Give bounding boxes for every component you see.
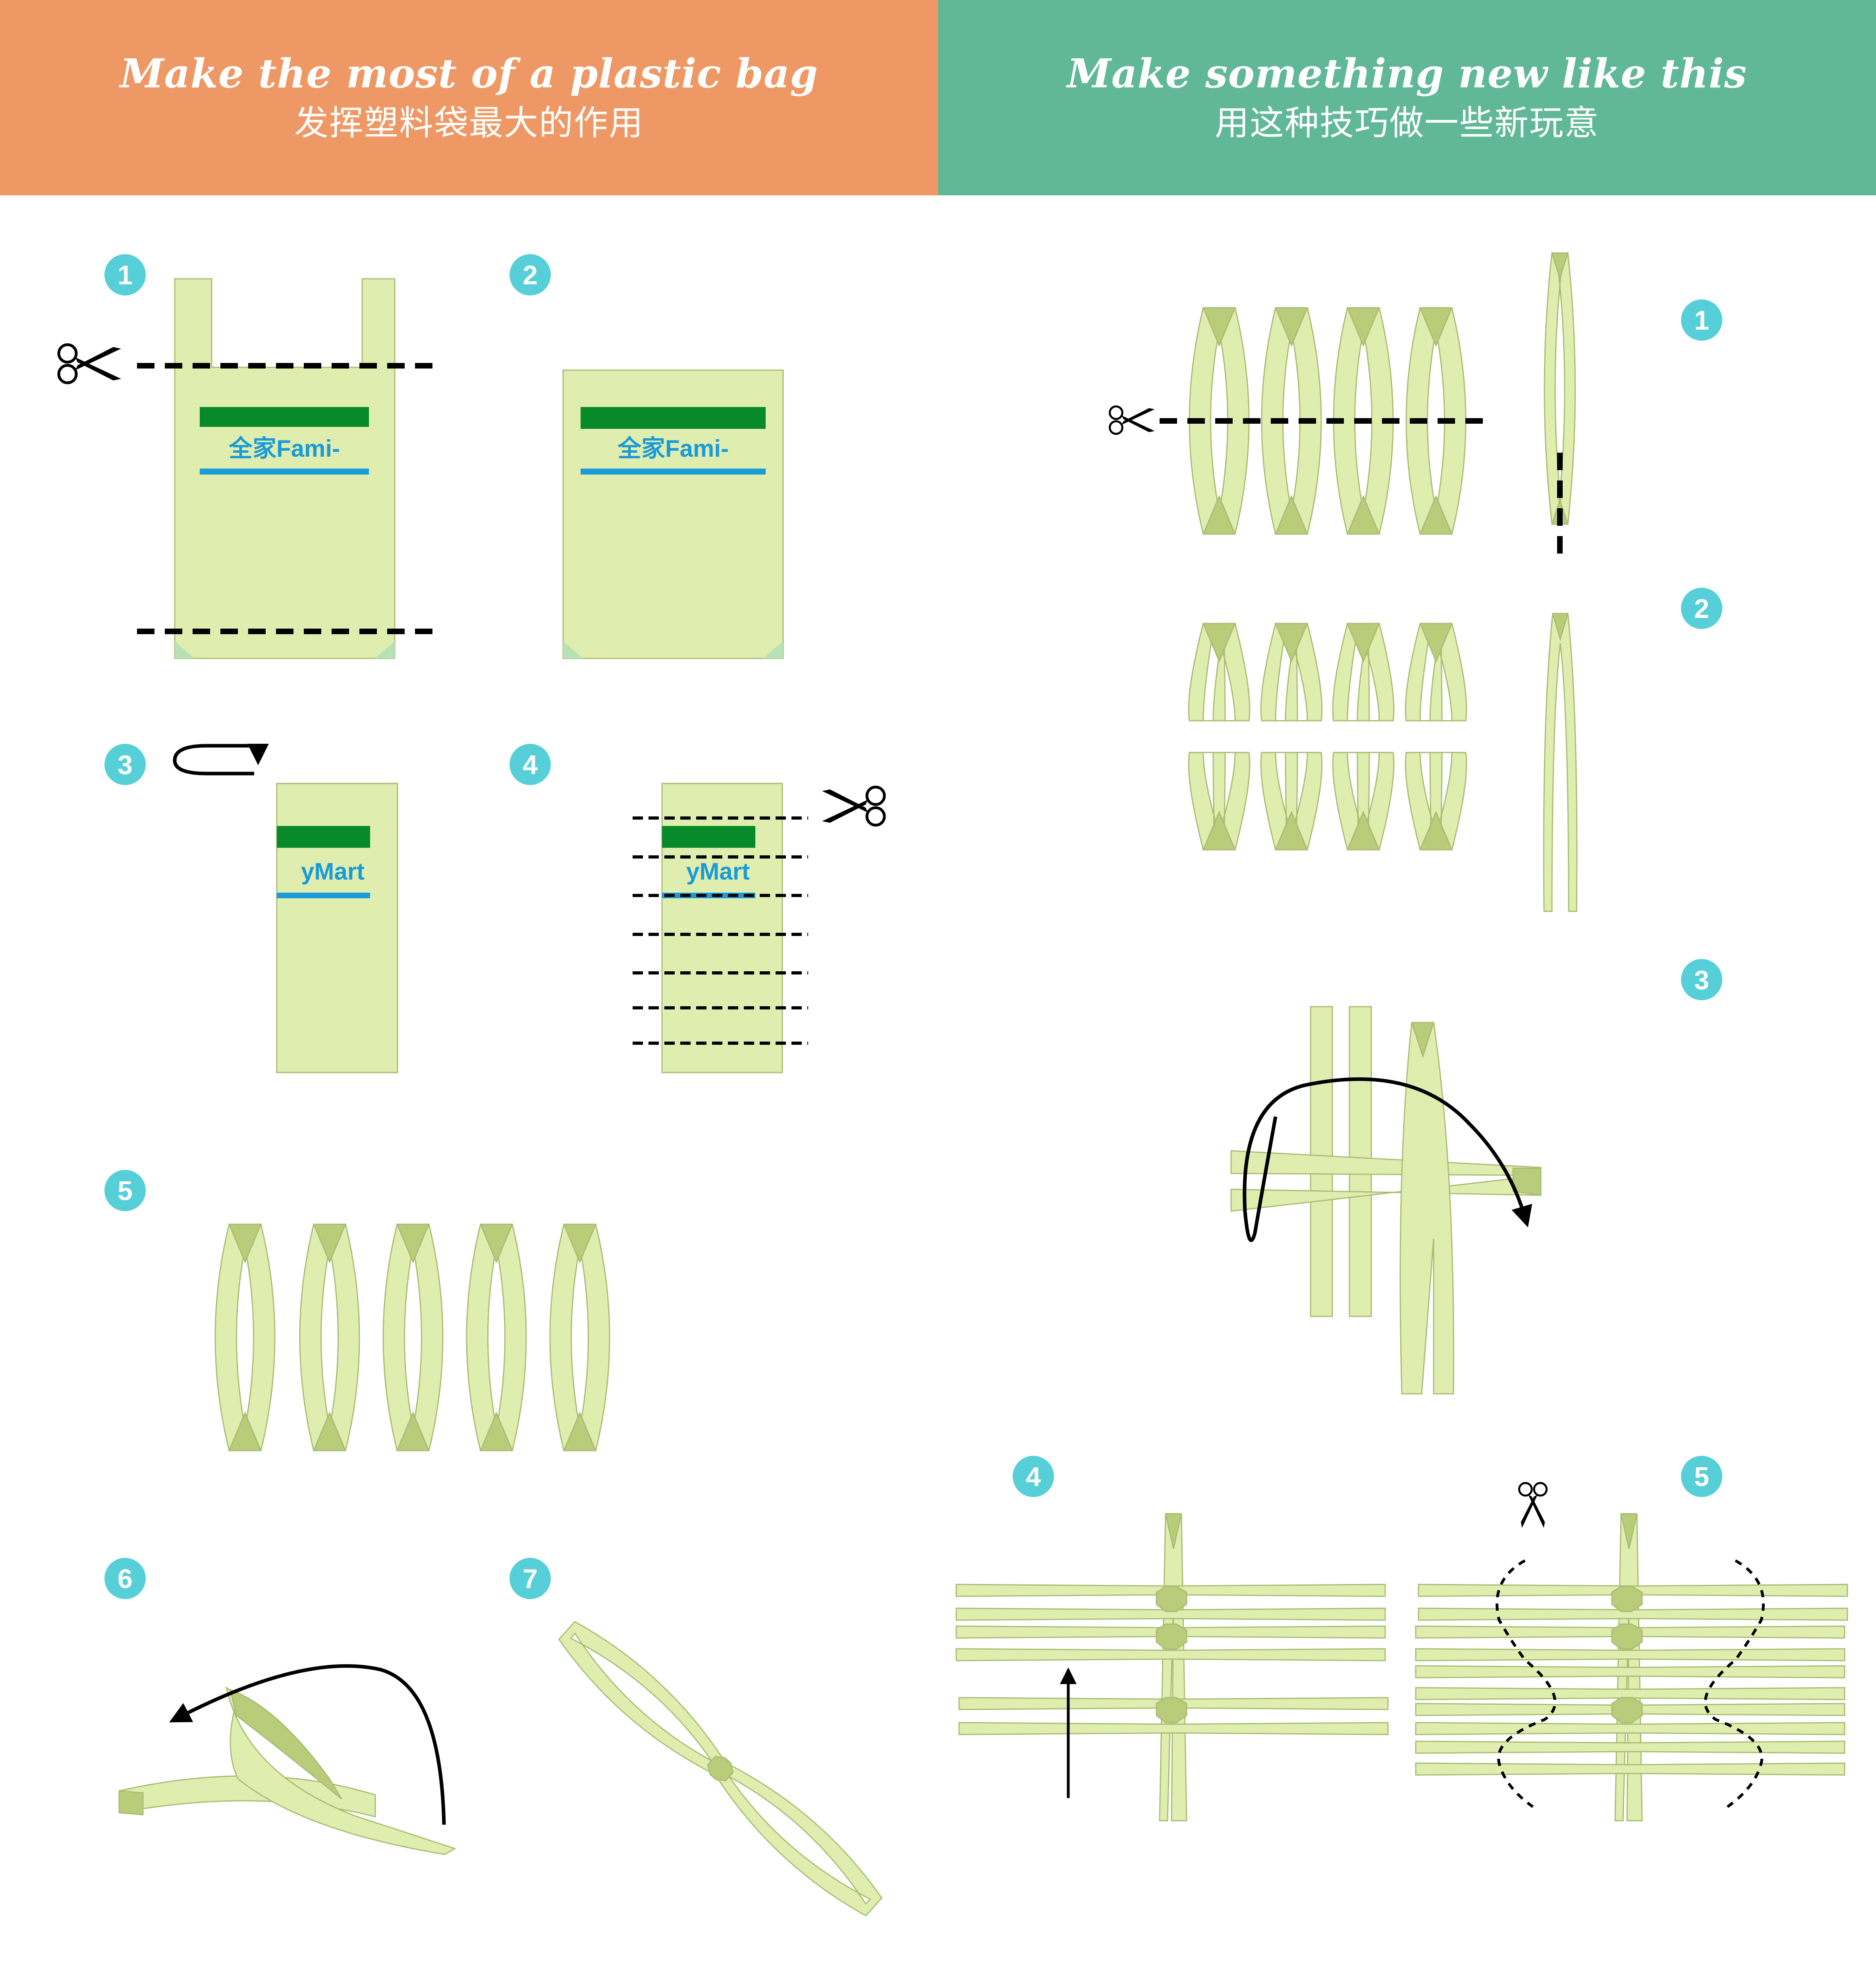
scissors-icon bbox=[822, 787, 884, 825]
svg-text:4: 4 bbox=[523, 750, 538, 780]
left-step-4: 4 yMart bbox=[510, 744, 884, 1073]
svg-text:1: 1 bbox=[118, 260, 133, 290]
left-step-5: 5 bbox=[104, 1170, 610, 1451]
scissors-icon bbox=[1110, 406, 1155, 434]
bag-logo-text: 全家Fami- bbox=[228, 435, 340, 462]
svg-text:1: 1 bbox=[1694, 305, 1709, 336]
step-badge: 6 bbox=[104, 1558, 146, 1599]
step-badge: 2 bbox=[1681, 588, 1722, 629]
left-step-3: 3 yMart bbox=[104, 743, 398, 1073]
right-step-1: 1 bbox=[1110, 252, 1722, 554]
step-badge: 3 bbox=[104, 744, 146, 785]
plastic-bag: 全家Fami- bbox=[174, 278, 396, 659]
curved-arrow-icon bbox=[1243, 1077, 1532, 1242]
step-badge: 2 bbox=[510, 254, 551, 295]
curved-arrow-icon bbox=[169, 1664, 446, 1825]
curved-arrow-icon bbox=[173, 743, 269, 776]
step-badge: 4 bbox=[510, 744, 551, 785]
right-step-3: 3 bbox=[1230, 959, 1722, 1395]
svg-text:4: 4 bbox=[1026, 1462, 1041, 1492]
header-right-banner: Make something new like this 用这种技巧做一些新玩意 bbox=[938, 0, 1876, 195]
header-left-banner: Make the most of a plastic bag 发挥塑料袋最大的作… bbox=[0, 0, 938, 195]
right-step-5: 5 bbox=[1415, 1456, 1848, 1821]
bag-logo-text: yMart bbox=[686, 858, 750, 885]
folded-bag: yMart bbox=[276, 783, 398, 1073]
step-badge: 1 bbox=[104, 254, 146, 295]
cut-loop bbox=[1188, 623, 1251, 851]
plastic-loop bbox=[549, 1223, 610, 1451]
woven-mat bbox=[1415, 1513, 1848, 1821]
cut-loop bbox=[1332, 623, 1395, 851]
bag-logo-text: 全家Fami- bbox=[617, 435, 729, 462]
weaving-strands bbox=[1230, 1006, 1542, 1395]
step-badge: 5 bbox=[104, 1170, 146, 1211]
svg-text:5: 5 bbox=[1694, 1462, 1709, 1492]
svg-text:5: 5 bbox=[118, 1176, 133, 1206]
folded-bag: yMart bbox=[661, 783, 783, 1073]
looping-strand bbox=[118, 1686, 456, 1855]
step-badge: 5 bbox=[1681, 1456, 1722, 1497]
woven-mat bbox=[955, 1513, 1389, 1821]
header-right-title-en: Make something new like this bbox=[1067, 50, 1747, 97]
step-badge: 4 bbox=[1013, 1456, 1054, 1497]
scissors-icon bbox=[59, 345, 121, 383]
svg-text:3: 3 bbox=[118, 750, 133, 780]
svg-text:7: 7 bbox=[523, 1564, 538, 1594]
step-badge: 3 bbox=[1681, 959, 1722, 1000]
left-step-7: 7 bbox=[510, 1558, 883, 1917]
svg-text:3: 3 bbox=[1694, 965, 1709, 995]
svg-text:6: 6 bbox=[118, 1564, 133, 1594]
step-badge: 1 bbox=[1681, 299, 1722, 341]
cut-lines bbox=[633, 816, 808, 1045]
tied-strand bbox=[558, 1621, 883, 1917]
plastic-loop bbox=[214, 1223, 276, 1451]
header-right-title-zh: 用这种技巧做一些新玩意 bbox=[1215, 103, 1599, 143]
cut-loop bbox=[1405, 623, 1467, 851]
cut-line bbox=[1496, 1559, 1557, 1808]
step-badge: 7 bbox=[510, 1558, 551, 1599]
plastic-loop bbox=[466, 1223, 527, 1451]
svg-text:2: 2 bbox=[523, 260, 538, 290]
header-left-title-en: Make the most of a plastic bag bbox=[120, 50, 818, 97]
cut-line bbox=[1704, 1559, 1765, 1808]
left-step-6: 6 bbox=[104, 1558, 456, 1855]
plastic-bag-trimmed: 全家Fami- bbox=[562, 369, 784, 659]
plastic-loop bbox=[299, 1223, 360, 1451]
header-left-title-zh: 发挥塑料袋最大的作用 bbox=[294, 103, 644, 143]
split-strand bbox=[1543, 613, 1578, 912]
cut-loop bbox=[1260, 623, 1323, 851]
left-step-2: 2 全家Fami- bbox=[510, 254, 784, 659]
svg-text:2: 2 bbox=[1694, 594, 1709, 624]
right-step-2: 2 bbox=[1188, 588, 1722, 912]
plastic-loop bbox=[382, 1223, 444, 1451]
right-step-4: 4 bbox=[955, 1456, 1389, 1821]
left-step-1: 1 全家Fami- bbox=[59, 254, 441, 659]
bag-logo-text: yMart bbox=[301, 858, 365, 885]
scissors-icon bbox=[1519, 1483, 1546, 1528]
